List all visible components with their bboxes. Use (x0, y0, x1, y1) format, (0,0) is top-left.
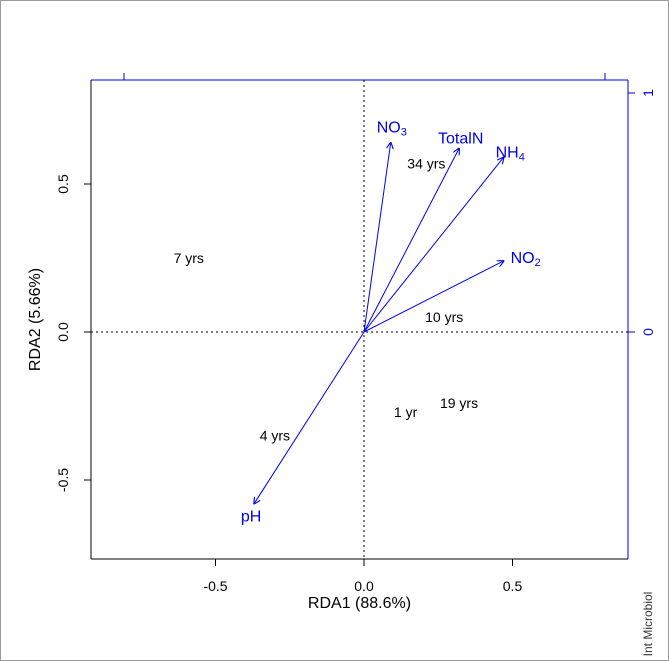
site-label: 7 yrs (174, 250, 204, 266)
x-tick-label: -0.5 (203, 578, 227, 594)
vector-label-ph: pH (241, 509, 261, 526)
vector-arrow-no2 (363, 261, 504, 333)
right-tick-label: 1 (640, 89, 656, 97)
vector-arrow-nh4 (363, 157, 504, 333)
vector-arrow-no3 (363, 143, 391, 333)
x-tick-label: 0.0 (354, 578, 374, 594)
vector-arrow-ph (254, 331, 365, 504)
site-label: 4 yrs (260, 428, 290, 444)
y-tick-label: -0.5 (55, 468, 71, 492)
x-tick-label: 0.5 (503, 578, 523, 594)
y-axis-title: RDA2 (5.66%) (27, 268, 44, 371)
site-label: 1 yr (394, 404, 418, 420)
site-label: 34 yrs (407, 155, 445, 171)
vector-label-nh4: NH4 (496, 144, 525, 163)
y-tick-label: 0.5 (55, 174, 71, 194)
vector-label-no3: NO3 (377, 120, 407, 139)
y-tick-label: 0.0 (55, 322, 71, 342)
right-tick-label: 0 (640, 328, 656, 336)
x-axis-title: RDA1 (88.6%) (308, 595, 411, 612)
journal-credit: Int Microbiol (641, 592, 655, 657)
vector-arrow-totaln (363, 148, 459, 333)
vector-label-no2: NO2 (511, 250, 541, 269)
site-label: 19 yrs (440, 395, 478, 411)
vector-label-totaln: TotalN (438, 130, 483, 147)
site-label: 10 yrs (425, 309, 463, 325)
